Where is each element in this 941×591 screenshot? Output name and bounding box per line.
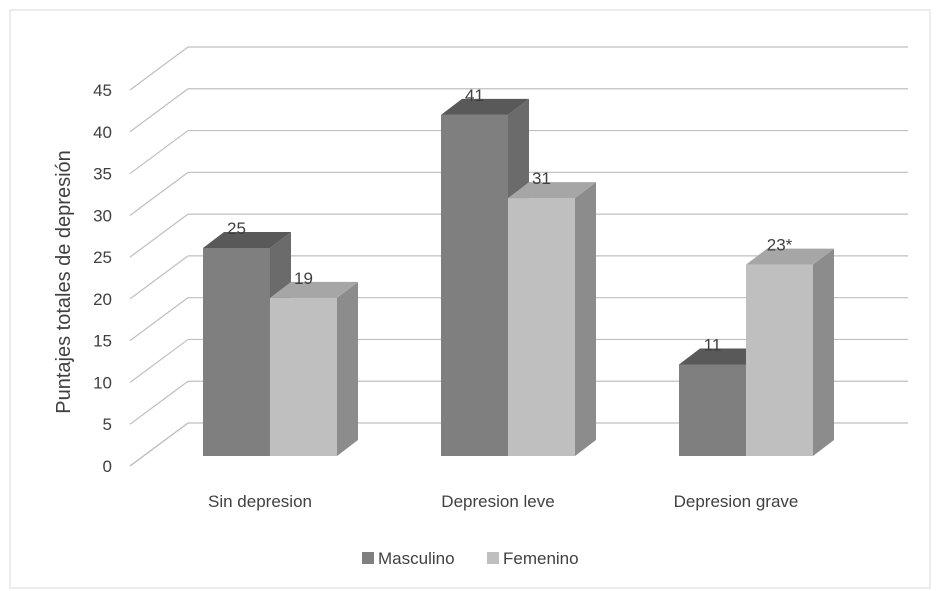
bar-side-femenino-2	[813, 248, 834, 456]
bar-femenino-1	[508, 198, 575, 456]
y-tick-label: 25	[93, 248, 112, 267]
x-axis-categories: Sin depresion Depresion leve Depresion gra…	[208, 492, 798, 511]
y-tick-label: 35	[93, 165, 112, 184]
bar-top-femenino-1	[508, 182, 596, 199]
y-axis-title: Puntajes totales de depresión	[53, 150, 75, 414]
bars	[203, 98, 834, 456]
gridline-side-40	[129, 88, 189, 133]
legend-label-femenino: Femenino	[503, 549, 579, 568]
gridline-side-5	[129, 380, 189, 425]
data-label-masculino-2: 11	[704, 335, 722, 354]
legend-swatch-femenino	[487, 552, 499, 564]
gridline-side-45	[129, 46, 189, 91]
data-labels: 25 19 41 31 11 23*	[227, 86, 793, 355]
legend: Masculino Femenino	[362, 549, 579, 568]
bar-top-masculino-2	[679, 348, 767, 365]
bar-femenino-2	[746, 264, 813, 456]
y-tick-label: 40	[93, 123, 112, 142]
y-tick-label: 0	[103, 457, 112, 476]
bar-side-femenino-1	[575, 182, 596, 456]
y-tick-label: 30	[93, 206, 112, 225]
gridline-side-15	[129, 297, 189, 342]
bar-masculino-1	[441, 114, 508, 456]
bar-top-femenino-2	[746, 248, 834, 265]
y-axis-ticks: 0 5 10 15 20 25 30 35 40 45	[93, 81, 112, 476]
bar-masculino-2	[679, 364, 746, 456]
y-tick-label: 45	[93, 81, 112, 100]
data-label-femenino-1: 31	[532, 169, 551, 188]
legend-label-masculino: Masculino	[378, 549, 455, 568]
y-tick-label: 15	[93, 332, 112, 351]
x-category-label: Depresion leve	[441, 492, 554, 511]
bar-top-masculino-0	[203, 232, 291, 248]
y-tick-label: 5	[103, 415, 112, 434]
y-tick-label: 10	[93, 373, 112, 392]
bar-top-femenino-0	[270, 281, 358, 298]
gridline-side-30	[129, 171, 189, 216]
data-label-masculino-1: 41	[465, 86, 484, 105]
bar-femenino-0	[270, 297, 337, 456]
bar-top-masculino-1	[441, 98, 529, 115]
gridline-side-25	[129, 213, 189, 258]
data-label-masculino-0: 25	[227, 219, 246, 238]
x-category-label: Sin depresion	[208, 492, 312, 511]
bar-side-femenino-0	[337, 281, 358, 456]
legend-swatch-masculino	[362, 552, 374, 564]
gridline-side-35	[129, 130, 189, 175]
y-tick-label: 20	[93, 290, 112, 309]
floor-edge	[129, 422, 189, 467]
gridline-side-20	[129, 255, 189, 300]
bar-masculino-0	[203, 248, 270, 456]
data-label-femenino-2: 23*	[767, 236, 793, 255]
data-label-femenino-0: 19	[294, 269, 313, 288]
gridline-side-10	[129, 338, 189, 383]
x-category-label: Depresion grave	[674, 492, 799, 511]
